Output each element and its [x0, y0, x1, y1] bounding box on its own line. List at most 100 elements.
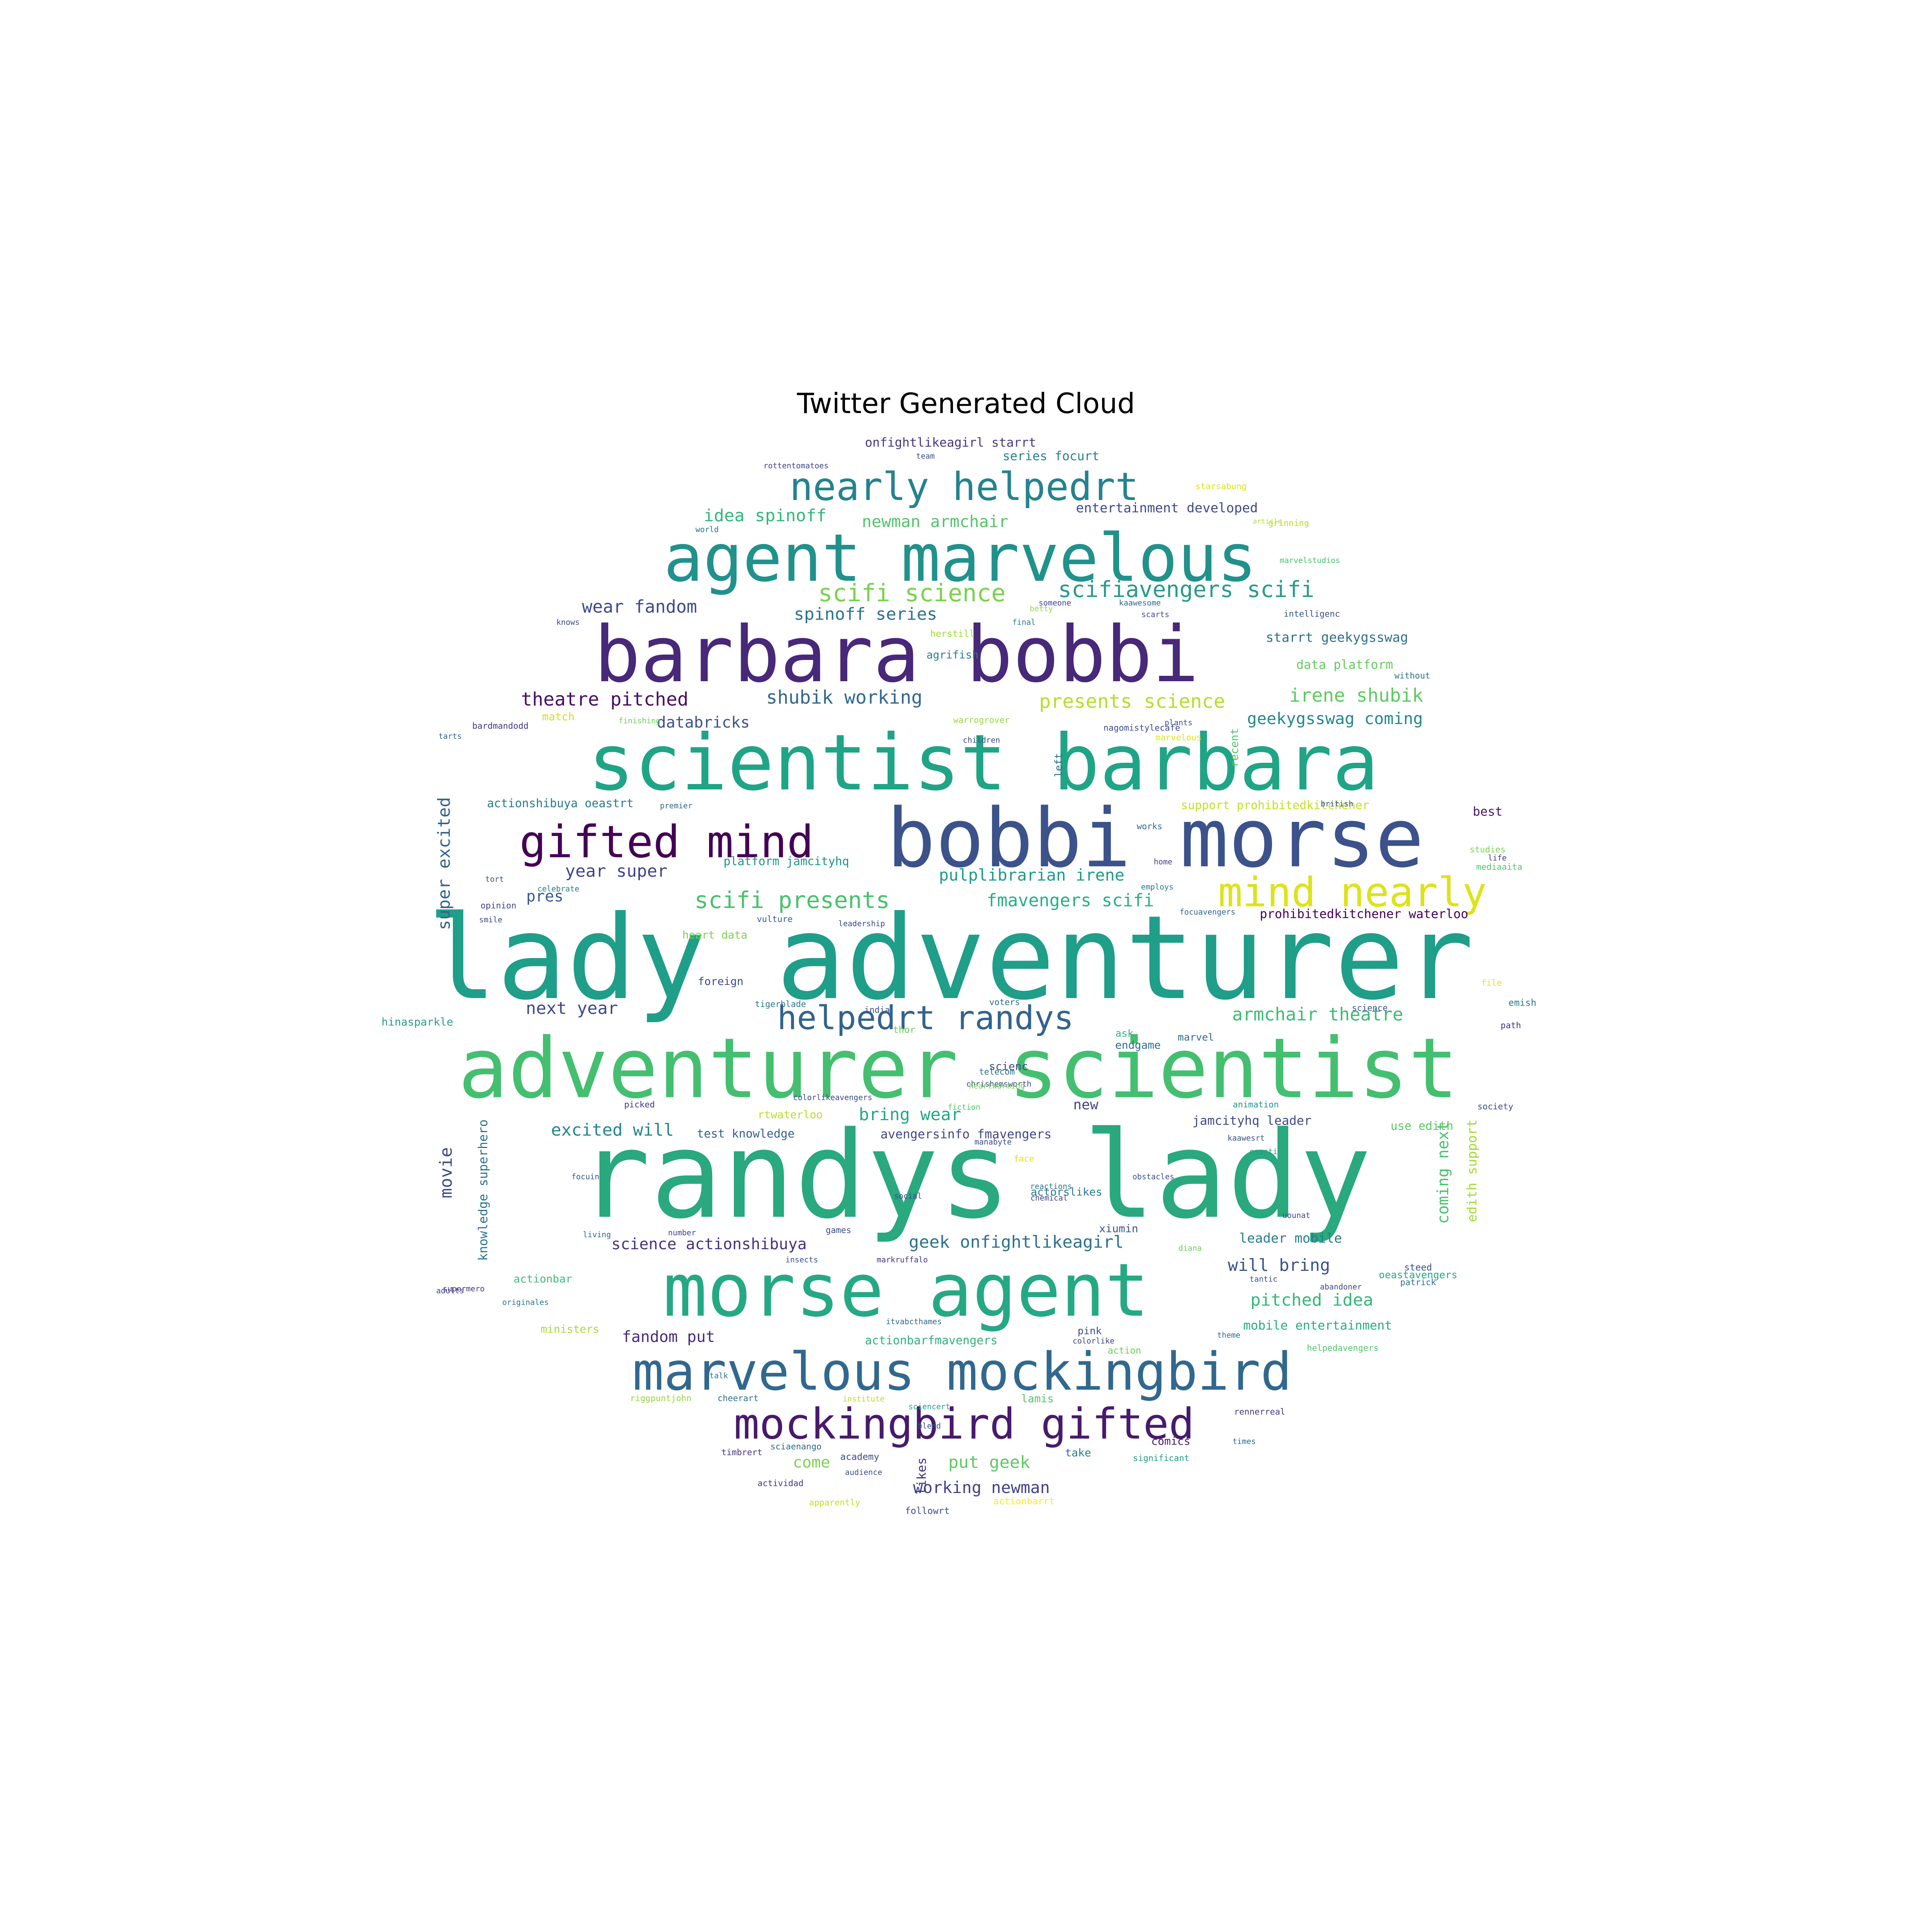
- cloud-word: vulture: [757, 915, 793, 924]
- cloud-word: knows: [556, 617, 580, 627]
- cloud-word: kaawesome: [1119, 598, 1161, 607]
- cloud-word: foreign: [697, 975, 744, 988]
- cloud-word: supermero: [442, 1284, 485, 1293]
- cloud-word: spinoff series: [794, 604, 937, 624]
- cloud-word: agent marvelous: [663, 520, 1257, 597]
- cloud-word: newman armchair: [862, 512, 1009, 531]
- cloud-word: warrogrover: [953, 716, 1010, 725]
- cloud-word: working newman: [913, 1478, 1050, 1497]
- cloud-word: scifi presents: [694, 887, 890, 914]
- cloud-word: presents science: [1039, 690, 1225, 713]
- cloud-word: platform jamcityhq: [723, 855, 849, 868]
- cloud-word: actionbarrt: [993, 1496, 1055, 1507]
- cloud-word: heartwarming: [969, 1081, 1025, 1090]
- cloud-word: marvelous mockingbird: [632, 1341, 1292, 1402]
- cloud-word: avengersinfo fmavengers: [880, 1127, 1052, 1141]
- cloud-word: markruffalo: [876, 1255, 928, 1264]
- cloud-word: likes: [914, 1457, 929, 1495]
- cloud-word: ask: [1115, 1028, 1134, 1039]
- chart-title: Twitter Generated Cloud: [797, 387, 1135, 420]
- cloud-word: bobbi morse: [886, 791, 1424, 886]
- cloud-word: oeastavengers: [1379, 1269, 1458, 1281]
- cloud-word: fiction: [947, 1102, 981, 1112]
- cloud-word: steed: [1404, 1262, 1432, 1273]
- cloud-word: bardmandodd: [472, 721, 529, 731]
- cloud-word: endgame: [1115, 1039, 1161, 1051]
- cloud-word: actionbar: [514, 1272, 572, 1285]
- cloud-word: chemical: [1030, 1193, 1068, 1202]
- cloud-word: mobile entertainment: [1243, 1318, 1392, 1333]
- cloud-word: best: [1473, 804, 1503, 819]
- cloud-word: come: [793, 1454, 830, 1471]
- cloud-word: series focurt: [1002, 449, 1100, 463]
- cloud-word: next year: [526, 998, 618, 1018]
- cloud-word: academy: [840, 1451, 879, 1462]
- cloud-word: year super: [565, 861, 668, 881]
- cloud-word: starsabung: [1195, 482, 1247, 492]
- cloud-word: wear fandom: [582, 596, 697, 617]
- cloud-word: new: [1073, 1097, 1099, 1113]
- cloud-word: pink: [1077, 1325, 1102, 1337]
- cloud-word: theatre pitched: [521, 689, 689, 710]
- cloud-word: scifiavengers scifi: [1058, 576, 1315, 602]
- cloud-word: data platform: [1296, 657, 1393, 672]
- cloud-word: tantic: [1249, 1274, 1278, 1284]
- cloud-word: talk: [709, 1371, 728, 1380]
- cloud-word: blend: [917, 1421, 941, 1430]
- cloud-word: action: [1107, 1345, 1141, 1356]
- cloud-word: kaawesrt: [1227, 1133, 1265, 1143]
- cloud-word: support prohibitedkitchener: [1181, 799, 1369, 812]
- cloud-word: gifted mind: [519, 816, 814, 868]
- cloud-word: pres: [526, 888, 564, 905]
- cloud-word: someone: [1038, 598, 1071, 607]
- cloud-word: sciaenango: [770, 1442, 822, 1452]
- cloud-word: riggpuntjohn: [630, 1394, 692, 1403]
- cloud-word: institute: [842, 1394, 885, 1403]
- cloud-word: marvelous: [1155, 733, 1202, 743]
- cloud-word: followrt: [905, 1505, 950, 1516]
- cloud-word: patrick: [1400, 1278, 1436, 1287]
- cloud-word: lady adventurer: [427, 891, 1474, 1026]
- cloud-word: diana: [1178, 1243, 1202, 1253]
- cloud-word: british: [1320, 799, 1354, 808]
- cloud-word: geek onfightlikeagirl: [908, 1232, 1124, 1252]
- cloud-word: theme: [1217, 1330, 1241, 1340]
- cloud-word: path: [1500, 1021, 1521, 1031]
- cloud-word: scientist barbara: [588, 718, 1379, 808]
- cloud-word: works: [1136, 822, 1163, 832]
- cloud-word: sciencert: [908, 1402, 951, 1411]
- cloud-word: lamis: [1021, 1392, 1054, 1405]
- cloud-word: obstacles: [1132, 1172, 1175, 1181]
- cloud-word: pulplibrarian irene: [939, 866, 1125, 884]
- cloud-word: uounat: [1282, 1211, 1311, 1220]
- cloud-word: team: [916, 451, 935, 461]
- cloud-word: hinasparkle: [381, 1015, 453, 1028]
- cloud-word: scifi science: [818, 579, 1006, 607]
- cloud-word: focuavengers: [1179, 907, 1236, 917]
- cloud-word: tigerblade: [755, 1000, 806, 1009]
- cloud-word: test knowledge: [697, 1127, 795, 1141]
- cloud-word: chrishemsworth: [966, 1079, 1032, 1088]
- cloud-word: intelligenc: [1284, 609, 1340, 619]
- cloud-word: knowledge superhero: [476, 1119, 490, 1261]
- cloud-word: betty: [1029, 604, 1053, 613]
- cloud-word: helpedrt randys: [777, 999, 1074, 1037]
- cloud-word: xiumin: [1099, 1222, 1138, 1235]
- cloud-word: adventurer scientist: [458, 1020, 1459, 1117]
- cloud-word: use edith: [1390, 1119, 1454, 1133]
- cloud-word: employs: [1141, 882, 1174, 891]
- cloud-word: smile: [479, 915, 503, 924]
- cloud-word: rtwaterloo: [757, 1108, 823, 1121]
- cloud-word: super excited: [434, 797, 454, 930]
- cloud-word: comics: [1151, 1435, 1190, 1447]
- cloud-word: science actionshibuya: [611, 1235, 807, 1253]
- cloud-word: insects: [785, 1255, 818, 1264]
- cloud-word: focuin: [571, 1172, 600, 1181]
- cloud-word: tarts: [438, 731, 462, 741]
- cloud-word: marvelstudios: [1279, 556, 1340, 565]
- cloud-word: ministers: [541, 1323, 599, 1335]
- cloud-word: reactions: [1030, 1182, 1072, 1191]
- cloud-word: actividad: [757, 1479, 804, 1488]
- cloud-word: prohibitedkitchener waterloo: [1260, 906, 1468, 921]
